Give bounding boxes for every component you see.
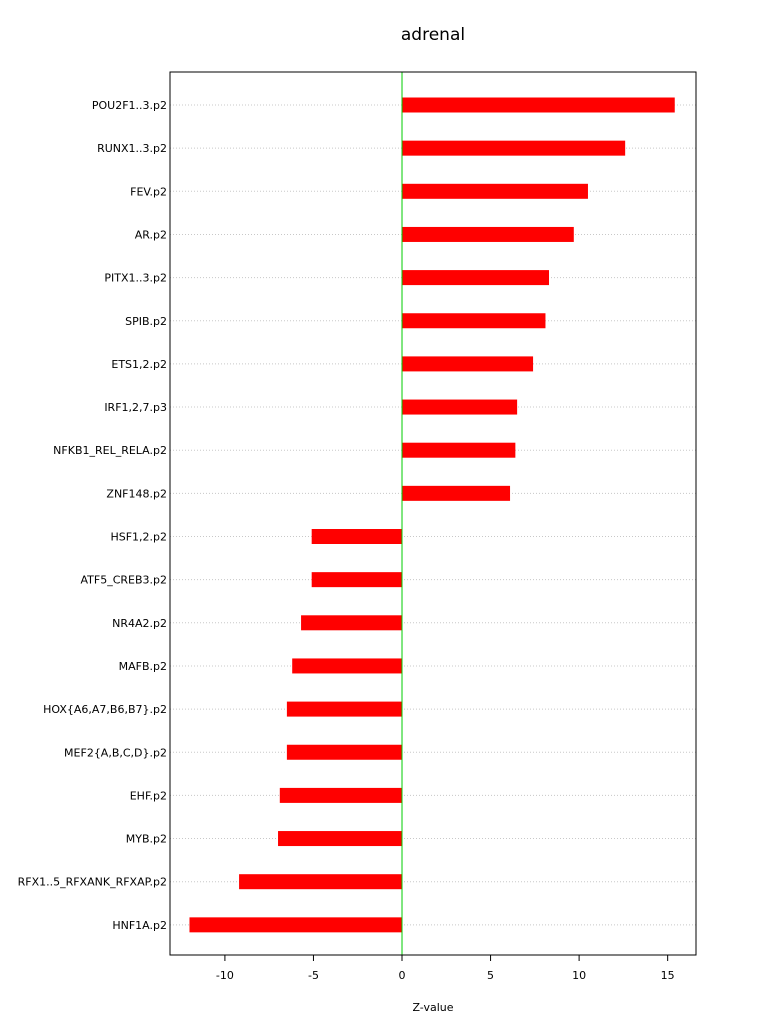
category-label: FEV.p2 [130, 185, 167, 198]
category-label: RUNX1..3.p2 [97, 142, 167, 155]
bar [402, 270, 550, 286]
bar [402, 97, 675, 113]
category-label: HSF1,2.p2 [110, 531, 167, 544]
bar [311, 529, 403, 544]
bars [189, 97, 675, 933]
bar [402, 399, 518, 415]
category-label: ETS1,2.p2 [111, 358, 167, 371]
x-tick-label: -10 [216, 969, 234, 982]
bar [402, 226, 574, 242]
category-label: HNF1A.p2 [112, 919, 167, 932]
category-label: NFKB1_REL_RELA.p2 [53, 444, 167, 457]
category-label: ZNF148.p2 [106, 487, 167, 500]
chart-title: adrenal [401, 25, 465, 45]
category-labels: POU2F1..3.p2 RUNX1..3.p2 FEV.p2 AR.p2 PITX1.… [18, 99, 167, 932]
bar [239, 874, 403, 890]
plot-frame [169, 71, 697, 956]
bar [402, 183, 588, 199]
bar [279, 787, 403, 803]
bar [292, 658, 403, 674]
bar [278, 831, 403, 847]
category-label: AR.p2 [135, 228, 167, 241]
x-tick-label: 10 [572, 969, 586, 982]
bar [311, 572, 403, 588]
bar [301, 615, 403, 631]
category-label: MAFB.p2 [119, 660, 167, 673]
x-tick-label: -5 [308, 969, 319, 982]
category-label: IRF1,2,7.p3 [104, 401, 167, 414]
bar [402, 140, 626, 156]
category-label: ATF5_CREB3.p2 [80, 574, 167, 587]
bar [402, 485, 511, 501]
bar [286, 744, 403, 760]
x-tick-label: 0 [399, 969, 406, 982]
x-axis-label: Z-value [412, 1001, 453, 1014]
bar [402, 356, 534, 372]
category-label: MEF2{A,B,C,D}.p2 [64, 746, 167, 759]
category-label: HOX{A6,A7,B6,B7}.p2 [43, 703, 167, 716]
category-label: POU2F1..3.p2 [92, 99, 167, 112]
bar [402, 442, 516, 458]
category-label: MYB.p2 [126, 833, 167, 846]
category-label: NR4A2.p2 [112, 617, 167, 630]
category-label: EHF.p2 [130, 789, 167, 802]
bar [402, 313, 546, 329]
x-tick-label: 5 [487, 969, 494, 982]
x-tick-label: 15 [661, 969, 675, 982]
category-label: SPIB.p2 [125, 315, 167, 328]
x-axis: -10 -5 0 5 10 15 [216, 954, 675, 982]
category-label: PITX1..3.p2 [104, 272, 167, 285]
category-label: RFX1..5_RFXANK_RFXAP.p2 [18, 876, 167, 889]
bar [286, 701, 403, 717]
bar [189, 917, 403, 933]
